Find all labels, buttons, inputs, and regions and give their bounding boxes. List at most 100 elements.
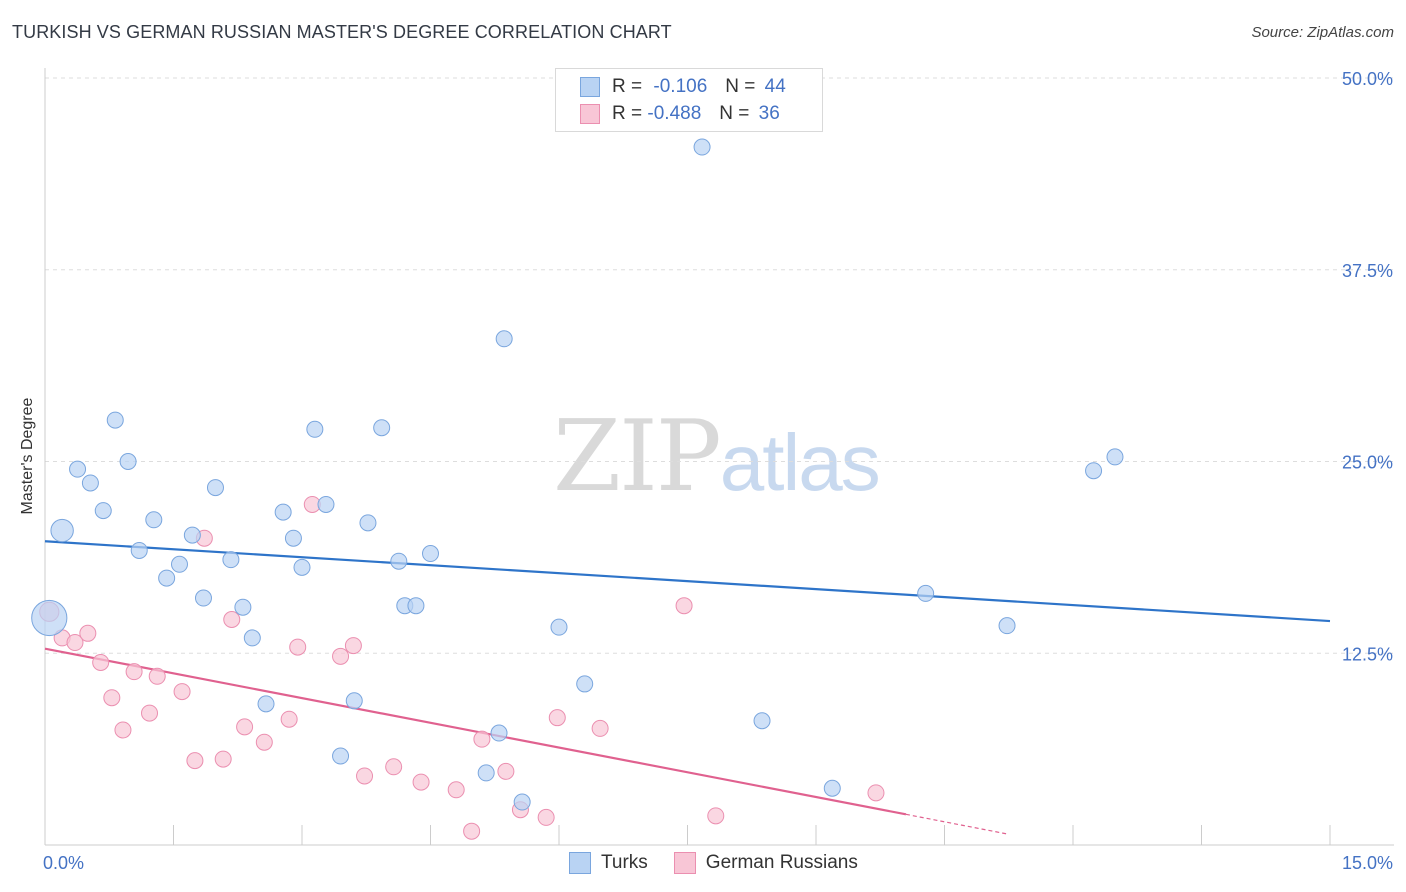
turks-point bbox=[373, 419, 391, 437]
r-label: R = bbox=[612, 103, 643, 124]
turks-point bbox=[222, 551, 240, 569]
turks-point bbox=[145, 511, 163, 529]
source-label: Source: ZipAtlas.com bbox=[1251, 24, 1394, 41]
german-russians-point bbox=[236, 718, 254, 736]
y-tick-label: 50.0% bbox=[1342, 69, 1393, 89]
german-russians-point bbox=[223, 611, 241, 629]
turks-point bbox=[274, 503, 292, 521]
watermark-zip: ZIP bbox=[553, 400, 722, 514]
german-russians-point bbox=[591, 719, 609, 737]
watermark: ZIPatlas bbox=[553, 400, 881, 514]
turks-point bbox=[550, 618, 568, 636]
x-tick-label: 0.0% bbox=[43, 853, 84, 873]
y-tick-label: 25.0% bbox=[1342, 453, 1393, 473]
turks-point bbox=[332, 747, 350, 765]
turks-point bbox=[284, 529, 302, 547]
turks-point bbox=[257, 695, 275, 713]
turks-point bbox=[576, 675, 594, 693]
german-russians-swatch bbox=[673, 852, 696, 874]
turks-point bbox=[998, 617, 1016, 635]
y-tick-label: 12.5% bbox=[1342, 644, 1393, 664]
r-label: R = bbox=[612, 76, 643, 97]
data-points bbox=[31, 138, 1124, 840]
legend-row-german-russians: R = -0.488 N = 36 bbox=[580, 102, 780, 126]
german-russians-point bbox=[186, 752, 204, 770]
turks-point bbox=[917, 584, 935, 602]
turks-point bbox=[1106, 448, 1124, 466]
series-legend: Turks German Russians bbox=[569, 852, 884, 874]
turks-point bbox=[317, 495, 335, 513]
turks-point bbox=[119, 453, 137, 470]
turks-trend-line bbox=[44, 540, 1331, 623]
legend-label-german-russians: German Russians bbox=[705, 852, 858, 873]
german-russians-point bbox=[537, 808, 555, 826]
chart-title: TURKISH VS GERMAN RUSSIAN MASTER'S DEGRE… bbox=[12, 22, 672, 42]
turks-point bbox=[390, 552, 408, 570]
n-label: N = bbox=[725, 76, 756, 97]
n-value: 36 bbox=[758, 103, 780, 124]
tick-labels: 12.5% 25.0% 37.5% 50.0% 0.0% 15.0% bbox=[43, 69, 1393, 873]
german-russians-point bbox=[255, 733, 273, 751]
german-russians-point bbox=[332, 647, 350, 665]
r-value: -0.106 bbox=[653, 76, 708, 97]
turks-point bbox=[495, 330, 513, 348]
turks-point bbox=[306, 420, 324, 438]
german-russians-point bbox=[66, 634, 84, 652]
legend-item-german-russians[interactable]: German Russians bbox=[673, 852, 858, 874]
german-russians-point bbox=[280, 710, 298, 728]
german-russians-point bbox=[412, 773, 430, 791]
turks-point bbox=[183, 526, 201, 544]
x-tick-label: 15.0% bbox=[1342, 853, 1393, 873]
german-russians-point bbox=[148, 667, 166, 685]
turks-point bbox=[69, 460, 87, 478]
turks-point bbox=[130, 541, 148, 559]
turks-point bbox=[194, 589, 212, 607]
german-russians-point bbox=[125, 663, 143, 681]
y-axis-label: Master's Degree bbox=[19, 397, 36, 515]
german-russians-point bbox=[79, 624, 97, 642]
german-russians-trend-line bbox=[44, 647, 907, 816]
turks-point bbox=[1085, 462, 1103, 480]
axes bbox=[44, 68, 1394, 846]
german-russians-point bbox=[447, 781, 465, 799]
german-russians-trend-extension bbox=[905, 813, 1009, 835]
trend-lines bbox=[44, 540, 1331, 835]
german-russians-point bbox=[92, 653, 110, 671]
german-russians-point bbox=[103, 689, 121, 707]
r-value: -0.488 bbox=[647, 103, 702, 124]
y-tick-label: 37.5% bbox=[1342, 261, 1393, 281]
german-russians-swatch bbox=[580, 104, 600, 124]
german-russians-point bbox=[114, 721, 132, 739]
german-russians-point bbox=[463, 822, 481, 840]
turks-point bbox=[513, 793, 531, 811]
turks-point bbox=[823, 779, 841, 797]
german-russians-point bbox=[356, 767, 374, 785]
turks-swatch bbox=[569, 852, 591, 874]
german-russians-point bbox=[473, 730, 491, 748]
turks-point bbox=[693, 138, 711, 156]
turks-point bbox=[234, 598, 252, 616]
legend-item-turks[interactable]: Turks bbox=[569, 852, 648, 874]
turks-point bbox=[170, 555, 188, 573]
turks-point bbox=[158, 569, 176, 587]
turks-point bbox=[293, 558, 311, 576]
turks-point bbox=[81, 474, 99, 492]
turks-swatch bbox=[580, 77, 600, 97]
turks-point bbox=[106, 411, 124, 429]
turks-point bbox=[31, 599, 68, 637]
grid-lines bbox=[45, 77, 1394, 654]
legend-label-turks: Turks bbox=[601, 852, 648, 873]
n-label: N = bbox=[719, 103, 750, 124]
correlation-legend: R = -0.106 N = 44 R = -0.488 N = 36 bbox=[555, 68, 823, 132]
german-russians-point bbox=[385, 758, 403, 776]
turks-point bbox=[477, 764, 495, 782]
german-russians-point bbox=[289, 638, 307, 656]
turks-point bbox=[206, 479, 224, 497]
german-russians-point bbox=[675, 597, 693, 615]
german-russians-point bbox=[548, 709, 566, 727]
german-russians-point bbox=[344, 637, 362, 655]
turks-point bbox=[243, 629, 261, 647]
german-russians-point bbox=[867, 784, 885, 802]
watermark-atlas: atlas bbox=[719, 418, 881, 507]
